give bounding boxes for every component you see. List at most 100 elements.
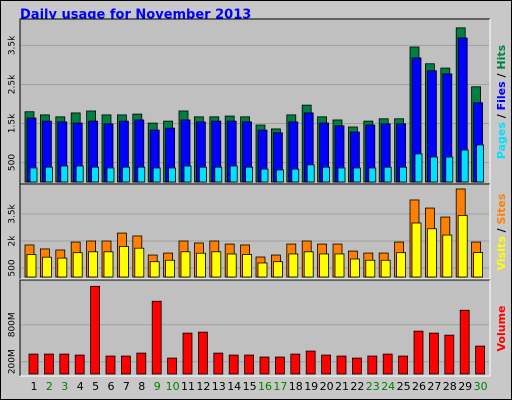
x-tick-label: 6 bbox=[108, 380, 115, 393]
legend-entry: Pages bbox=[495, 122, 508, 160]
bar bbox=[136, 352, 147, 375]
panel-bevel-light bbox=[20, 280, 491, 377]
legend-separator: / bbox=[495, 110, 508, 122]
bar bbox=[149, 261, 160, 278]
x-tick-label: 4 bbox=[77, 380, 84, 393]
y-tick-label: 500 bbox=[8, 154, 18, 171]
x-tick-label: 14 bbox=[227, 380, 241, 393]
bar bbox=[72, 252, 83, 278]
x-tick-label: 7 bbox=[123, 380, 130, 393]
bar bbox=[228, 354, 239, 375]
bar bbox=[44, 353, 54, 375]
bar bbox=[445, 156, 454, 183]
x-tick-label: 15 bbox=[243, 380, 257, 393]
x-tick-label: 25 bbox=[397, 380, 411, 393]
panel-bevel-dark bbox=[19, 183, 490, 279]
bar bbox=[365, 259, 376, 278]
bar bbox=[183, 165, 192, 183]
bar bbox=[91, 166, 99, 183]
x-tick-label: 21 bbox=[335, 380, 349, 393]
bar bbox=[182, 332, 193, 375]
bar bbox=[42, 256, 52, 278]
bar bbox=[90, 285, 100, 375]
bar bbox=[29, 167, 38, 183]
bar bbox=[475, 345, 486, 375]
bar bbox=[151, 300, 162, 375]
bar bbox=[413, 330, 424, 375]
bar bbox=[337, 167, 346, 183]
x-tick-label: 26 bbox=[412, 380, 426, 393]
x-tick-label: 11 bbox=[181, 380, 195, 393]
legend-entry: Hits bbox=[495, 44, 508, 69]
bar bbox=[260, 168, 269, 183]
panel-bevel-dark bbox=[19, 18, 490, 184]
bar bbox=[274, 356, 285, 375]
legend-entry: Files bbox=[495, 81, 508, 111]
legend-separator: / bbox=[495, 225, 508, 237]
x-tick-label: 24 bbox=[381, 380, 395, 393]
bar bbox=[288, 253, 299, 278]
x-tick-label: 9 bbox=[154, 380, 161, 393]
x-tick-label: 2 bbox=[46, 380, 53, 393]
bar bbox=[428, 332, 439, 375]
bar bbox=[442, 234, 453, 278]
x-tick-label: 28 bbox=[443, 380, 457, 393]
legend-entry: Sites bbox=[495, 193, 508, 224]
bar bbox=[382, 353, 393, 375]
bar bbox=[244, 354, 255, 375]
bar bbox=[134, 247, 145, 278]
bar bbox=[45, 166, 53, 183]
y-tick-label: 1.5k bbox=[8, 113, 18, 133]
bar bbox=[168, 167, 177, 183]
bar bbox=[457, 215, 468, 278]
bar bbox=[306, 164, 315, 183]
bar bbox=[334, 253, 345, 278]
x-tick-label: 30 bbox=[474, 380, 488, 393]
legend-entry: Volume bbox=[495, 306, 508, 352]
bar bbox=[198, 166, 207, 183]
bar bbox=[275, 169, 284, 183]
bar bbox=[105, 355, 116, 375]
bar bbox=[399, 166, 408, 183]
bar bbox=[290, 353, 301, 375]
legend: Visits / Sites bbox=[495, 193, 508, 270]
y-tick-label: 2.5k bbox=[8, 74, 18, 94]
bar bbox=[214, 166, 223, 183]
x-tick-label: 16 bbox=[258, 380, 272, 393]
x-tick-label: 22 bbox=[350, 380, 364, 393]
bar bbox=[367, 355, 378, 375]
bar bbox=[152, 167, 161, 183]
bar bbox=[103, 251, 114, 278]
legend: Pages / Files / Hits bbox=[495, 44, 508, 159]
bar bbox=[229, 165, 238, 183]
bar bbox=[165, 259, 176, 278]
bar bbox=[195, 252, 206, 278]
bar bbox=[398, 355, 409, 375]
bar bbox=[180, 251, 191, 278]
bar bbox=[259, 356, 270, 375]
bar bbox=[380, 259, 391, 278]
bar bbox=[349, 258, 360, 278]
bar bbox=[383, 166, 392, 183]
y-tick-label: 3.5k bbox=[8, 35, 18, 55]
bar bbox=[197, 331, 208, 375]
bar bbox=[368, 167, 377, 183]
x-tick-label: 23 bbox=[366, 380, 380, 393]
x-tick-label: 17 bbox=[273, 380, 287, 393]
bar bbox=[426, 228, 437, 278]
bar bbox=[473, 252, 484, 278]
bar bbox=[211, 251, 222, 278]
y-tick-label: 3.5k bbox=[8, 203, 18, 223]
y-tick-label: 500 bbox=[8, 259, 18, 276]
bar bbox=[444, 334, 455, 375]
bar bbox=[321, 354, 332, 375]
bar bbox=[460, 149, 469, 183]
x-tick-label: 19 bbox=[304, 380, 318, 393]
bar bbox=[121, 355, 131, 375]
bar bbox=[305, 350, 316, 375]
bar bbox=[137, 166, 146, 183]
x-tick-label: 12 bbox=[196, 380, 210, 393]
bar bbox=[213, 352, 224, 375]
bar bbox=[167, 357, 178, 375]
